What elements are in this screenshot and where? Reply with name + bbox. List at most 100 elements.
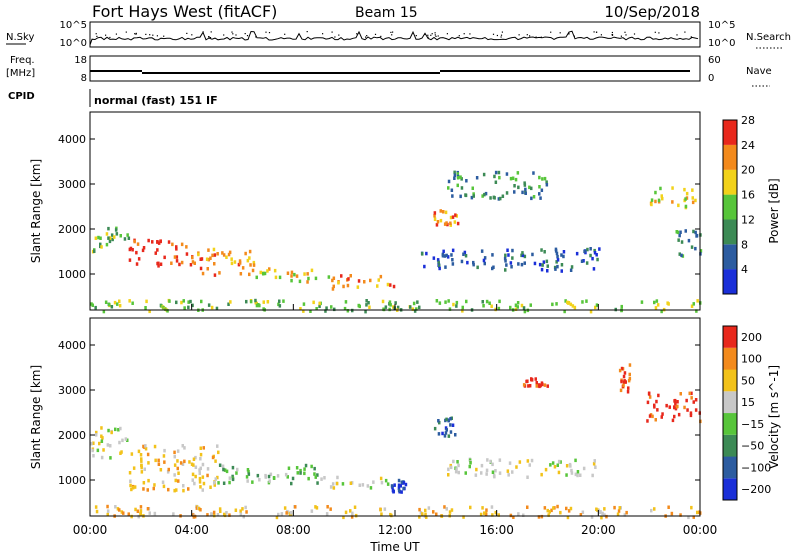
velocity-cell: [231, 474, 234, 479]
velocity-cell: [296, 471, 299, 475]
power-cell: [346, 283, 350, 288]
velocity-cell: [447, 473, 450, 477]
power-cell: [175, 245, 178, 249]
velocity-cell: [397, 488, 401, 493]
velocity-cell: [162, 454, 166, 458]
power-cell: [545, 180, 548, 184]
power-cell: [222, 253, 226, 257]
power-cell: [541, 177, 544, 181]
nsearch-point: [265, 31, 267, 33]
power-cell: [206, 267, 209, 271]
power-cell: [551, 302, 554, 307]
power-cell: [581, 300, 584, 304]
power-cell: [476, 265, 479, 270]
velocity-cell: [694, 398, 698, 402]
velocity-cell: [600, 515, 603, 520]
velocity-cell: [441, 431, 444, 436]
power-cell: [563, 309, 566, 314]
nsearch-point: [435, 35, 437, 37]
power-colorbar-segment: [723, 144, 737, 170]
velocity-cell: [484, 512, 488, 517]
velocity-cell: [349, 481, 353, 485]
power-cell: [593, 251, 597, 255]
power-cell: [151, 240, 154, 244]
velocity-cell: [673, 414, 676, 419]
power-cell: [453, 176, 456, 180]
power-cell: [507, 253, 510, 257]
power-cell: [538, 192, 541, 196]
power-cell: [523, 261, 526, 265]
power-cell: [324, 309, 327, 313]
power-cell: [517, 185, 520, 190]
power-cell: [180, 300, 183, 305]
power-cell: [128, 247, 132, 252]
velocity-colorbar: 200 100 50 15 −15 −50 −100 −200: [722, 325, 771, 501]
velocity-cell: [144, 447, 148, 451]
power-cell: [436, 258, 440, 262]
power-cell: [660, 309, 663, 314]
velocity-cell: [272, 476, 276, 480]
nsearch-point: [95, 33, 97, 35]
power-cell: [545, 183, 549, 187]
power-cell: [677, 203, 680, 208]
power-colorbar-segment: [723, 194, 737, 220]
power-cell: [472, 262, 475, 267]
power-cell: [691, 196, 694, 200]
velocity-cell: [457, 463, 460, 468]
velocity-cell: [310, 509, 314, 513]
power-cell: [197, 252, 200, 257]
velocity-cell: [628, 363, 632, 367]
power-cell: [453, 170, 456, 175]
power-cell: [560, 253, 563, 257]
power-cell: [443, 254, 446, 258]
velocity-cell: [225, 511, 228, 515]
velocity-cell: [173, 463, 177, 467]
power-cell: [175, 247, 178, 251]
velocity-cell: [183, 446, 186, 450]
velocity-cell: [100, 434, 103, 438]
power-region-7: [447, 170, 549, 201]
power-cell: [187, 305, 190, 310]
power-cell: [298, 279, 302, 284]
velocity-cell: [689, 413, 693, 418]
nsearch-point: [540, 36, 542, 38]
velocity-cell: [206, 473, 209, 478]
velocity-cell: [546, 384, 549, 388]
velocity-cell: [690, 505, 693, 510]
velocity-cell: [511, 470, 514, 474]
power-cell: [409, 305, 412, 309]
power-cell: [593, 248, 596, 253]
velocity-ytick-label: 4000: [58, 339, 86, 352]
velocity-cell: [182, 484, 185, 488]
velocity-cell: [618, 506, 621, 510]
nsearch-point: [356, 33, 358, 35]
power-colorbar-tick: 8: [741, 238, 748, 251]
power-cell: [128, 258, 132, 262]
power-cell: [678, 252, 681, 256]
power-cell: [302, 309, 305, 313]
power-cell: [461, 309, 464, 313]
power-region-6: [433, 209, 460, 227]
power-cell: [244, 251, 247, 256]
velocity-cell: [121, 438, 124, 443]
nsearch-point: [255, 36, 257, 38]
power-cell: [539, 196, 542, 200]
power-cell: [542, 260, 546, 264]
velocity-cell: [491, 513, 494, 517]
power-cell: [540, 248, 543, 252]
velocity-cell: [379, 476, 383, 481]
power-cell: [540, 267, 544, 272]
power-cell: [546, 264, 549, 268]
power-cell: [481, 300, 484, 304]
power-cell: [671, 186, 674, 190]
power-ytick-label: 1000: [58, 268, 86, 281]
power-cell: [582, 259, 585, 263]
power-cell: [278, 299, 281, 303]
velocity-cell: [485, 472, 488, 476]
velocity-cell: [217, 481, 220, 485]
nsearch-point: [135, 33, 137, 35]
power-cell: [310, 268, 314, 273]
velocity-cell: [617, 509, 621, 513]
power-cell: [446, 255, 450, 259]
velocity-cell: [120, 450, 123, 454]
